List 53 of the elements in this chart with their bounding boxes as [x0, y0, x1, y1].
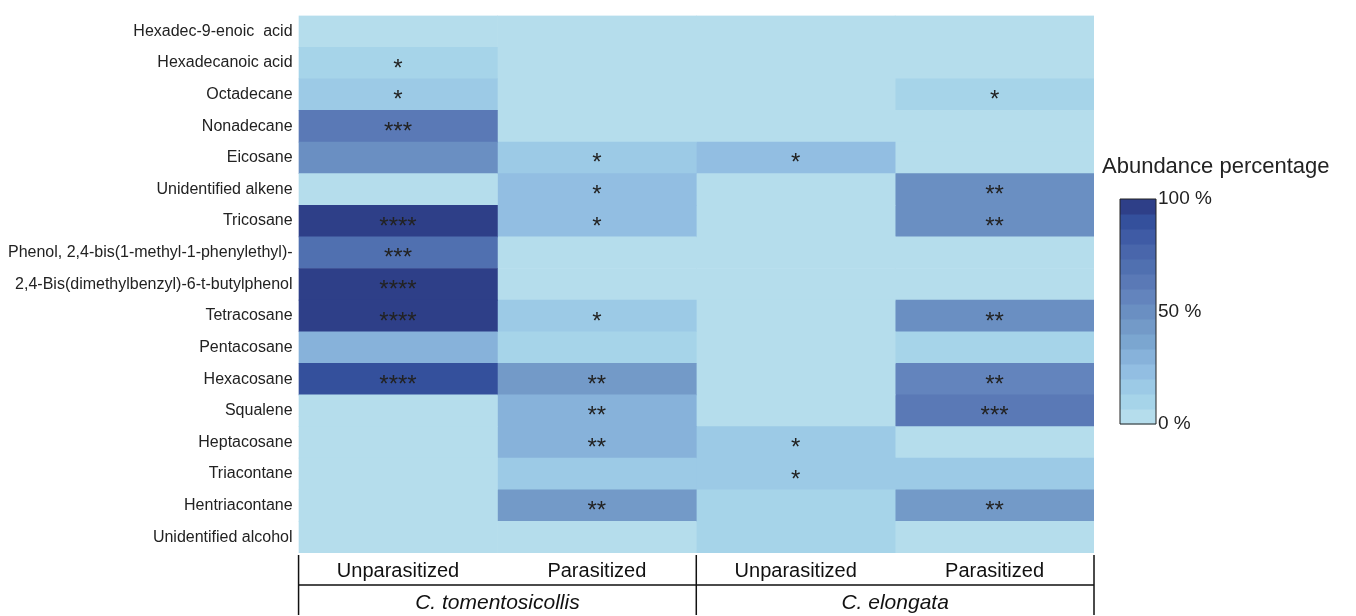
color-bar-label: 50 %: [1158, 299, 1202, 321]
data-label: **: [985, 211, 1004, 239]
color-bar-label: 0 %: [1158, 412, 1191, 434]
data-label: *: [592, 180, 602, 208]
data-label: **: [985, 369, 1004, 397]
data-label: ***: [383, 243, 413, 271]
y-tick-label: Hentriacontane: [184, 495, 293, 513]
y-tick-label: Unidentified alkene: [156, 179, 293, 197]
data-label: ***: [383, 116, 413, 144]
x-tick-label: Parasitized: [945, 558, 1045, 581]
data-label: *: [989, 85, 1000, 113]
x-tick-label: Parasitized: [547, 558, 647, 581]
data-label: ****: [379, 211, 417, 239]
text: C. tomentosicollis: [415, 589, 581, 613]
x-tick-label: Unparasitized: [336, 558, 460, 581]
y-tick-label: 2,4-Bis(dimethylbenzyl)-6-t-butylphenol: [15, 274, 293, 292]
y-tick-label: Hexadec-9-enoic acid: [133, 21, 293, 39]
y-tick-label: Hexadecanoic acid: [157, 53, 293, 71]
data-label: *: [592, 148, 602, 176]
data-label: **: [587, 496, 607, 524]
y-tick-label: Nonadecane: [201, 116, 293, 134]
data-label: **: [587, 369, 607, 397]
data-label: *: [791, 432, 801, 460]
data-label: *: [393, 53, 403, 81]
y-tick-label: Octadecane: [206, 85, 293, 103]
y-tick-label: Unidentified alcohol: [152, 527, 293, 545]
data-label: **: [587, 401, 607, 429]
color-bar-title: Abundance percentage: [1102, 153, 1330, 179]
x-tick-label: Unparasitized: [734, 558, 857, 581]
y-tick-label: Triacontane: [208, 464, 293, 482]
data-label: ***: [980, 401, 1009, 429]
data-label: **: [587, 432, 607, 460]
data-label: *: [393, 85, 403, 113]
y-tick-label: Heptacosane: [198, 432, 293, 450]
y-tick-label: Hexacosane: [203, 369, 293, 387]
color-bar-label: 100 %: [1158, 187, 1212, 209]
y-tick-label: Eicosane: [226, 148, 293, 166]
data-label: *: [791, 148, 801, 176]
data-label: **: [985, 180, 1004, 208]
y-tick-label: Pentacosane: [199, 337, 293, 355]
text: C. elongata: [841, 589, 949, 613]
data-label: *: [791, 464, 801, 492]
data-label: *: [592, 211, 602, 239]
y-tick-label: Tetracosane: [205, 306, 293, 324]
y-tick-label: Tricosane: [222, 211, 293, 229]
y-tick-label: Phenol, 2,4-bis(1-methyl-1-phenylethyl)-: [7, 243, 293, 261]
data-label: ****: [379, 369, 417, 397]
data-label: ****: [379, 274, 417, 302]
y-tick-label: Squalene: [224, 401, 293, 419]
data-label: *: [592, 306, 602, 334]
data-label: **: [985, 306, 1004, 334]
data-label: **: [985, 496, 1004, 524]
data-label: ****: [379, 306, 417, 334]
